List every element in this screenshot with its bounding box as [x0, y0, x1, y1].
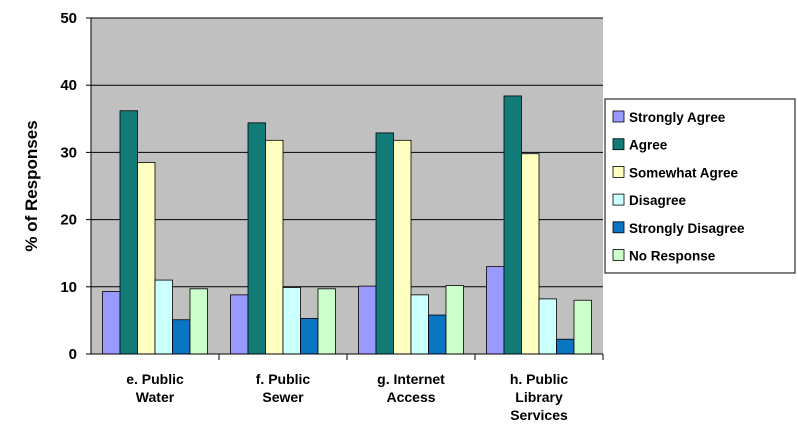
x-category-labels: e. Public Water f. Public Sewer g. Internet A…	[126, 371, 568, 423]
bar	[428, 314, 447, 355]
legend-label: Somewhat Agree	[629, 165, 739, 180]
bar	[102, 291, 121, 355]
legend-swatch	[612, 165, 625, 178]
legend: Strongly Agree Agree Somewhat Agree Disagre…	[604, 98, 796, 274]
bar	[486, 266, 505, 355]
bars	[102, 95, 592, 355]
bar	[230, 294, 249, 355]
bar	[521, 153, 540, 355]
bar	[375, 132, 394, 355]
y-tick-label: 50	[60, 10, 77, 27]
y-tick-label: 40	[60, 77, 77, 94]
x-category-label: g. Internet Access	[377, 371, 445, 405]
legend-swatch	[612, 193, 625, 206]
y-tick-label: 0	[69, 346, 77, 363]
y-tick-labels: 0 10 20 30 40 50	[60, 10, 77, 363]
y-tick-label: 30	[60, 144, 77, 161]
bar	[154, 279, 173, 355]
x-category-label: h. Public Library Services	[510, 371, 569, 423]
legend-swatch	[612, 138, 625, 151]
bar	[300, 317, 319, 355]
y-tick-label: 10	[60, 279, 77, 296]
bar	[317, 288, 336, 355]
legend-label: Strongly Agree	[629, 110, 726, 125]
bar	[538, 298, 557, 355]
bar	[119, 110, 138, 355]
x-category-label: f. Public Sewer	[256, 371, 311, 405]
bar	[247, 122, 266, 355]
bar	[445, 285, 464, 355]
legend-swatch	[612, 110, 625, 123]
bar	[556, 338, 575, 355]
legend-label: Agree	[629, 138, 668, 153]
bar	[172, 319, 191, 355]
bar	[137, 162, 156, 355]
bar	[265, 139, 284, 355]
legend-label: No Response	[629, 249, 716, 264]
legend-label: Strongly Disagree	[629, 221, 745, 236]
bar	[358, 285, 377, 355]
bar	[393, 139, 412, 355]
x-category-label: e. Public Water	[126, 371, 184, 405]
y-tick-label: 20	[60, 212, 77, 229]
y-axis-label: % of Responses	[22, 120, 41, 251]
bar	[503, 95, 522, 355]
legend-swatch	[612, 249, 625, 261]
bar	[282, 287, 301, 355]
bar	[573, 299, 592, 355]
axes	[86, 17, 604, 360]
legend-swatch	[612, 221, 625, 234]
bar	[410, 294, 429, 355]
bar	[189, 288, 208, 355]
legend-label: Disagree	[629, 193, 687, 208]
legend-box	[604, 98, 796, 274]
